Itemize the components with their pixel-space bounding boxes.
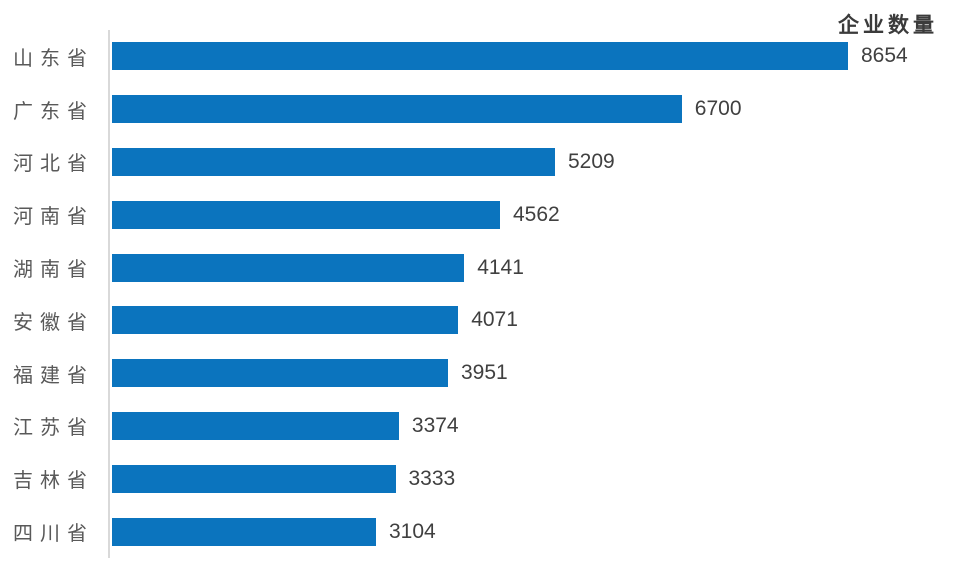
chart-title: 企业数量 — [838, 14, 938, 37]
bar — [112, 147, 555, 176]
value-label: 4071 — [471, 308, 518, 332]
value-label: 3333 — [408, 466, 456, 490]
bar-track: 3374 — [112, 411, 959, 440]
bar-row: 河南省 4562 — [0, 188, 959, 241]
bar-row: 吉林省 3333 — [0, 452, 959, 505]
bar-track: 4071 — [112, 306, 959, 335]
bar-track: 3104 — [112, 517, 959, 546]
bar-track: 4141 — [112, 253, 959, 282]
bar-row: 江苏省 3374 — [0, 400, 959, 453]
category-label: 湖南省 — [13, 259, 94, 282]
category-label: 福建省 — [13, 364, 94, 387]
category-label: 安徽省 — [13, 311, 94, 334]
chart-rows: 山东省 8654 广东省 6700 河北省 5209 河南省 4562 湖南省 … — [0, 30, 959, 558]
y-axis-line — [108, 30, 110, 558]
bar — [112, 464, 396, 493]
value-label: 3104 — [389, 519, 436, 543]
bar-row: 安徽省 4071 — [0, 294, 959, 347]
bar — [112, 411, 399, 440]
bar-row: 四川省 3104 — [0, 505, 959, 558]
value-label: 5209 — [568, 149, 615, 173]
bar-row: 福建省 3951 — [0, 347, 959, 400]
bar-track: 8654 — [112, 42, 959, 71]
bar — [112, 95, 682, 124]
value-label: 3951 — [461, 361, 508, 385]
bar — [112, 517, 376, 546]
value-label: 3374 — [411, 413, 459, 437]
value-label: 8654 — [861, 44, 908, 68]
category-label: 河南省 — [13, 206, 94, 229]
value-label: 6700 — [694, 97, 742, 121]
category-label: 河北省 — [13, 153, 94, 176]
bar — [112, 200, 500, 229]
bar — [112, 359, 448, 388]
bar-row: 河北省 5209 — [0, 136, 959, 189]
bar — [112, 306, 459, 335]
category-label: 山东省 — [13, 47, 94, 70]
bar-track: 6700 — [112, 95, 959, 124]
value-label: 4141 — [477, 255, 524, 279]
bar-track: 3333 — [112, 464, 959, 493]
value-label: 4562 — [513, 202, 560, 226]
category-label: 广东省 — [13, 100, 94, 123]
bar-row: 广东省 6700 — [0, 83, 959, 136]
bar — [112, 42, 848, 71]
bar-row: 山东省 8654 — [0, 30, 959, 83]
category-label: 四川省 — [13, 523, 94, 546]
bar-track: 3951 — [112, 359, 959, 388]
category-label: 江苏省 — [13, 417, 94, 440]
bar-track: 4562 — [112, 200, 959, 229]
bar-row: 湖南省 4141 — [0, 241, 959, 294]
bar — [112, 253, 465, 282]
bar-track: 5209 — [112, 147, 959, 176]
category-label: 吉林省 — [13, 470, 94, 493]
